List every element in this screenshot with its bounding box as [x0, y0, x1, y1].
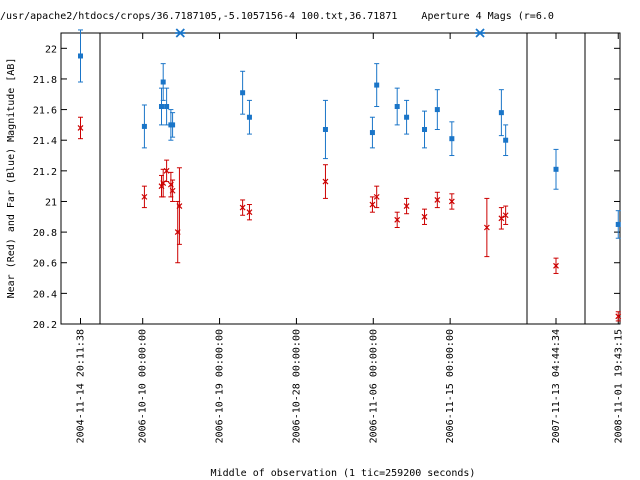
data-point	[498, 215, 505, 222]
data-point	[434, 197, 441, 203]
data-point	[422, 126, 428, 132]
data-point	[615, 221, 621, 227]
x-tick-label: 2004-11-14 20:11:38	[76, 329, 87, 443]
y-tick-label: 20.6	[33, 259, 57, 270]
x-axis-label: Middle of observation (1 tic=259200 seco…	[211, 468, 476, 479]
x-tick-label: 2007-11-13 04:44:34	[551, 329, 562, 443]
data-point	[553, 262, 559, 269]
data-point	[448, 198, 455, 205]
y-tick-label: 20.2	[33, 320, 57, 331]
data-point	[240, 90, 246, 96]
data-point	[483, 224, 490, 231]
x-tick-label: 2008-11-01 19:43:15	[613, 329, 624, 443]
y-tick-label: 21.4	[33, 136, 57, 147]
y-tick-label: 21.6	[33, 106, 57, 117]
data-point	[498, 110, 504, 116]
data-point	[158, 104, 164, 110]
data-point	[502, 212, 509, 219]
data-point	[141, 193, 148, 200]
data-point	[163, 167, 170, 174]
series-asterisk	[175, 28, 486, 38]
chart-title: /usr/apache2/htdocs/crops/36.7187105,-5.…	[0, 11, 554, 22]
x-tick-label: 2006-10-19 00:00:00	[215, 329, 226, 443]
data-point	[164, 104, 170, 110]
y-tick-label: 20.8	[33, 228, 57, 239]
data-point	[176, 203, 183, 209]
data-point	[449, 136, 455, 142]
y-tick-label: 22	[45, 44, 57, 55]
data-point	[246, 209, 253, 216]
data-point	[475, 28, 486, 38]
series-x	[77, 116, 622, 322]
data-point	[374, 82, 380, 88]
data-point	[403, 203, 410, 209]
data-point	[394, 104, 400, 110]
data-point	[170, 122, 176, 128]
y-tick-label: 21.8	[33, 75, 57, 86]
data-point	[369, 201, 376, 208]
y-axis-label: Near (Red) and Far (Blue) Magnitude [AB]	[6, 58, 17, 299]
marks	[77, 28, 622, 322]
data-point	[394, 216, 401, 223]
y-tick-label: 21	[45, 197, 57, 208]
data-point	[175, 28, 186, 38]
data-point	[369, 130, 375, 136]
x-tick-label: 2006-11-15 00:00:00	[445, 329, 456, 443]
plot-border	[60, 32, 621, 325]
data-point	[373, 193, 380, 200]
data-point	[78, 53, 83, 59]
x-tick-label: 2006-10-28 00:00:00	[291, 329, 302, 443]
data-point	[434, 107, 440, 113]
y-tick-label: 21.2	[33, 167, 57, 178]
x-tick-label: 2006-10-10 00:00:00	[138, 329, 149, 443]
y-ticks: 20.2 20.4 20.6 20.8 21 21.2 21.4 21.6 21.8 22	[33, 44, 620, 331]
data-point	[553, 166, 559, 172]
data-point	[421, 213, 428, 220]
x-tick-label: 2006-11-06 00:00:00	[368, 329, 379, 443]
data-point	[77, 125, 84, 131]
data-point	[141, 123, 147, 129]
data-point	[615, 313, 622, 320]
data-point	[322, 178, 329, 185]
data-point	[246, 114, 252, 120]
y-tick-label: 20.4	[33, 289, 57, 300]
plot-frame	[60, 32, 621, 325]
data-point	[503, 137, 509, 143]
data-point	[404, 114, 410, 120]
x-ticks: 2004-11-14 20:11:38 2006-10-10 00:00:00 20…	[76, 33, 624, 443]
data-point	[322, 126, 328, 132]
data-point	[169, 187, 176, 194]
data-point	[160, 79, 166, 85]
data-point	[239, 204, 246, 211]
series-square	[78, 29, 621, 239]
